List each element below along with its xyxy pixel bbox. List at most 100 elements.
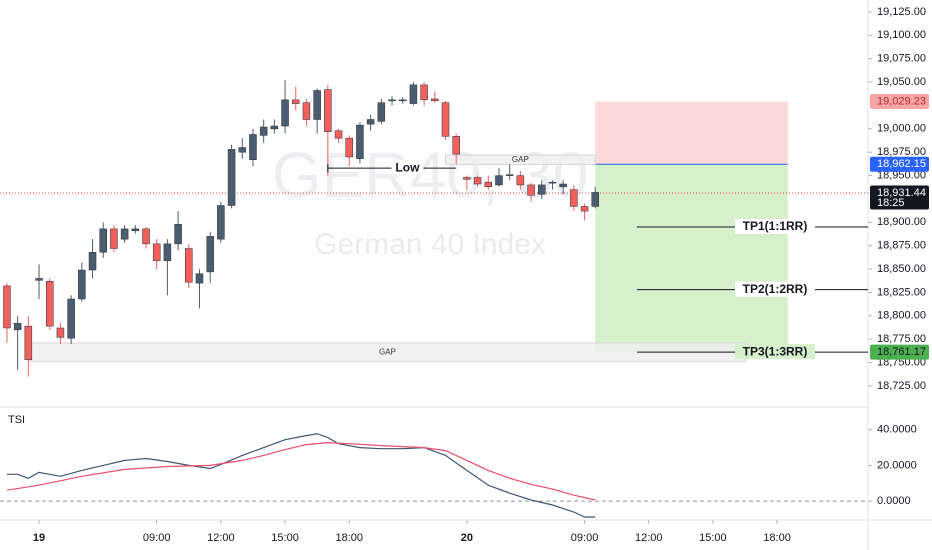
candle-body <box>516 175 525 186</box>
candle-body <box>259 126 268 136</box>
target-label-bg <box>735 281 815 297</box>
candle-body <box>591 192 599 207</box>
stop-zone <box>595 101 788 165</box>
candle-body <box>3 285 11 329</box>
candle-body <box>302 102 311 120</box>
candle-body <box>281 99 289 127</box>
y-tick-label: 40.0000 <box>877 424 917 436</box>
candle-body <box>559 183 567 188</box>
candle-body <box>495 175 503 186</box>
candle-body <box>163 243 172 261</box>
candle-body <box>99 228 107 253</box>
watermark-subtitle: German 40 Index <box>314 228 546 261</box>
candle-body <box>45 280 54 327</box>
indicator-title: TSI <box>8 414 25 426</box>
price-badge-time: 18:25 <box>877 197 905 209</box>
candle-body <box>548 181 557 184</box>
x-tick-label: 15:00 <box>699 532 727 544</box>
y-tick-label: 18,900.00 <box>877 216 926 228</box>
watermark: GER40, 30 <box>272 139 589 211</box>
tsi-line <box>7 433 596 518</box>
y-tick-label: 18,775.00 <box>877 333 926 345</box>
candle-body <box>142 228 150 245</box>
price-badge-label: 18,761.17 <box>877 346 926 358</box>
x-tick-label: 20 <box>461 532 473 544</box>
price-badge <box>870 156 929 172</box>
x-tick-label: 18:00 <box>763 532 791 544</box>
price-badge-label: 18,962.15 <box>877 158 926 170</box>
y-tick-label: 18,975.00 <box>877 146 926 158</box>
x-tick-label: 09:00 <box>571 532 599 544</box>
candle-body <box>249 134 257 160</box>
candle-body <box>473 177 482 185</box>
candle-body <box>88 252 97 271</box>
candle-body <box>452 136 460 155</box>
candle-body <box>217 205 225 240</box>
candle-body <box>356 124 364 160</box>
candle-body <box>334 130 343 139</box>
x-tick-label: 19 <box>33 532 45 544</box>
candle-body <box>185 248 193 283</box>
x-tick-label: 12:00 <box>635 532 663 544</box>
candle-body <box>324 89 332 132</box>
candle-body <box>570 189 578 207</box>
x-tick-label: 15:00 <box>271 532 299 544</box>
y-tick-label: 19,075.00 <box>877 53 926 65</box>
price-badge-label: 18,931.44 <box>877 187 926 199</box>
candle-body <box>13 323 22 331</box>
low-label-bg <box>391 160 424 175</box>
y-tick-label: 19,125.00 <box>877 6 926 18</box>
gap-box <box>444 154 596 165</box>
y-tick-label: 18,850.00 <box>877 263 926 275</box>
candle-body <box>227 149 236 206</box>
y-tick-label: 18,875.00 <box>877 240 926 252</box>
candle-body <box>35 278 43 281</box>
candle-body <box>78 269 86 300</box>
candle-body <box>110 228 118 249</box>
y-tick-label: 19,100.00 <box>877 29 926 41</box>
candle-body <box>366 119 375 125</box>
candle-body <box>152 243 161 261</box>
y-tick-label: 18,825.00 <box>877 286 926 298</box>
price-badge <box>870 94 929 110</box>
candle-body <box>409 84 418 104</box>
target-label: TP1(1:1RR) <box>743 219 808 233</box>
target-label-bg <box>735 344 815 360</box>
candle-body <box>313 90 321 120</box>
gap-label: GAP <box>512 155 529 164</box>
gap-label: GAP <box>379 347 396 356</box>
candle-body <box>420 84 428 101</box>
candle-body <box>206 236 214 273</box>
candle-body <box>463 177 471 180</box>
x-tick-label: 18:00 <box>335 532 363 544</box>
candle-body <box>505 174 514 176</box>
candle-body <box>484 181 493 188</box>
y-tick-label: 18,800.00 <box>877 310 926 322</box>
candle-body <box>67 298 75 339</box>
target-zone <box>595 164 788 353</box>
target-label: TP2(1:2RR) <box>743 282 808 296</box>
low-label: Low <box>395 160 420 174</box>
tsi-line <box>6 441 596 501</box>
y-tick-label: 0.0000 <box>877 495 911 507</box>
candle-body <box>388 99 396 102</box>
y-tick-label: 20.0000 <box>877 459 917 471</box>
y-tick-label: 19,000.00 <box>877 123 926 135</box>
x-tick-label: 09:00 <box>143 532 171 544</box>
candle-body <box>431 98 439 102</box>
price-badge <box>870 344 929 360</box>
candle-body <box>24 325 33 361</box>
candle-body <box>345 137 353 158</box>
candle-body <box>270 125 279 130</box>
candle-body <box>580 206 589 212</box>
candle-body <box>174 223 182 245</box>
candle-body <box>120 228 129 240</box>
candle-body <box>377 102 386 122</box>
candle-body <box>292 99 300 104</box>
candle-body <box>538 184 546 195</box>
candle-body <box>238 147 247 153</box>
candle-body <box>527 184 535 196</box>
price-badge-label: 19,029.23 <box>877 95 926 107</box>
